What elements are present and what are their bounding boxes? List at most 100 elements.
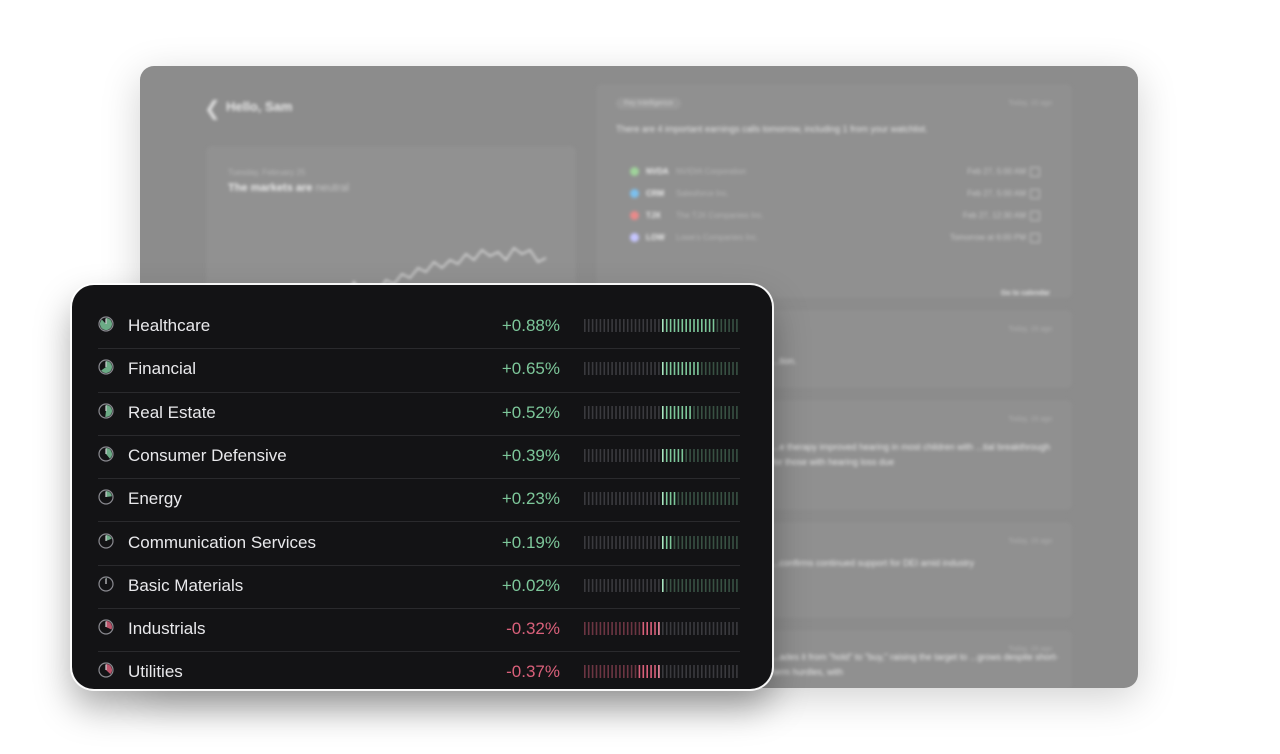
meter-tick <box>623 492 625 506</box>
meter-tick <box>615 535 617 549</box>
sector-performance-meter <box>584 665 738 679</box>
meter-tick <box>708 665 711 679</box>
meter-tick <box>712 448 715 462</box>
meter-tick <box>630 319 633 332</box>
meter-tick <box>697 405 699 419</box>
meter-tick <box>626 319 629 332</box>
meter-tick <box>685 622 687 636</box>
meter-tick <box>623 535 625 549</box>
earnings-row[interactable]: NVDA NVIDIA Corporation Feb 27, 5:00 AM <box>630 164 1040 186</box>
meter-tick <box>623 622 625 636</box>
meter-tick <box>736 535 738 549</box>
sector-gauge-icon <box>98 359 114 375</box>
meter-tick <box>662 319 664 332</box>
news-time: Today, 16 ago <box>1008 416 1052 423</box>
calendar-icon[interactable] <box>1030 233 1040 243</box>
meter-tick <box>599 492 602 506</box>
meter-tick <box>630 622 633 636</box>
meter-tick <box>584 448 586 462</box>
meter-tick <box>677 448 680 462</box>
meter-tick <box>716 492 719 506</box>
meter-tick <box>607 362 609 376</box>
sector-row[interactable]: Energy +0.23% <box>98 478 740 523</box>
meter-tick <box>685 492 687 506</box>
meter-tick <box>724 535 726 549</box>
calendar-icon[interactable] <box>1030 167 1040 177</box>
meter-tick <box>693 578 695 592</box>
meter-tick <box>665 622 668 636</box>
meter-tick <box>665 535 668 549</box>
sector-performance-meter <box>584 622 738 636</box>
meter-tick <box>665 362 668 376</box>
intelligence-summary: There are 4 important earnings calls tom… <box>616 124 928 134</box>
meter-tick <box>728 319 730 332</box>
meter-tick <box>685 535 687 549</box>
company-logo-icon <box>630 167 639 176</box>
meter-tick <box>611 665 613 679</box>
meter-tick <box>689 578 691 592</box>
meter-tick <box>634 362 637 376</box>
meter-tick <box>685 578 687 592</box>
meter-tick <box>599 405 602 419</box>
meter-tick <box>708 578 711 592</box>
sector-row[interactable]: Utilities -0.37% <box>98 651 740 689</box>
meter-tick <box>626 578 629 592</box>
meter-tick <box>689 535 691 549</box>
sector-row[interactable]: Communication Services +0.19% <box>98 522 740 566</box>
meter-tick <box>603 319 606 332</box>
news-time: Today, 16 ago <box>1008 326 1052 333</box>
meter-tick <box>611 405 613 419</box>
meter-tick <box>736 405 738 419</box>
sector-gauge-icon <box>98 619 114 635</box>
meter-tick <box>662 492 664 506</box>
sector-row[interactable]: Financial +0.65% <box>98 348 740 393</box>
calendar-icon[interactable] <box>1030 189 1040 199</box>
sector-row[interactable]: Industrials -0.32% <box>98 608 740 653</box>
sector-row[interactable]: Healthcare +0.88% <box>98 305 740 350</box>
calendar-icon[interactable] <box>1030 211 1040 221</box>
meter-tick <box>587 492 590 506</box>
meter-tick <box>673 578 676 592</box>
sector-row[interactable]: Consumer Defensive +0.39% <box>98 435 740 480</box>
meter-tick <box>584 665 586 679</box>
sector-change: +0.23% <box>501 489 560 509</box>
earnings-row[interactable]: CRM Salesforce Inc. Feb 27, 5:00 AM <box>630 186 1040 208</box>
earnings-row[interactable]: LOW Lowe's Companies Inc. Tomorrow at 6:00… <box>630 230 1040 252</box>
meter-tick <box>673 448 676 462</box>
sector-performance-card: Healthcare +0.88% Financial +0.65% Real Esta… <box>72 285 772 689</box>
meter-tick <box>665 448 668 462</box>
meter-tick <box>658 319 660 332</box>
meter-tick <box>599 535 602 549</box>
meter-tick <box>724 362 726 376</box>
go-to-calendar-link[interactable]: Go to calendar <box>1000 290 1050 297</box>
meter-tick <box>603 405 606 419</box>
meter-tick <box>658 622 660 636</box>
sector-gauge-icon <box>98 576 114 592</box>
meter-tick <box>607 622 609 636</box>
meter-tick <box>728 492 730 506</box>
meter-tick <box>689 362 691 376</box>
meter-tick <box>587 535 590 549</box>
sector-change: +0.02% <box>501 575 560 595</box>
earnings-ticker: NVDA <box>646 167 669 176</box>
meter-tick <box>654 362 656 376</box>
back-arrow-icon[interactable]: ❮ <box>204 96 221 120</box>
meter-tick <box>654 448 656 462</box>
sector-row[interactable]: Real Estate +0.52% <box>98 392 740 436</box>
meter-tick <box>681 405 684 419</box>
earnings-row[interactable]: TJX The TJX Companies Inc. Feb 27, 12:30 A… <box>630 208 1040 230</box>
meter-tick <box>595 492 598 506</box>
meter-tick <box>724 492 726 506</box>
meter-tick <box>677 665 680 679</box>
sector-change: -0.37% <box>506 662 560 682</box>
meter-tick <box>716 362 719 376</box>
meter-tick <box>712 319 715 332</box>
meter-tick <box>591 492 594 506</box>
meter-tick <box>732 665 734 679</box>
meter-tick <box>619 622 621 636</box>
meter-tick <box>646 665 648 679</box>
intelligence-card[interactable]: Fey Intelligence Today, 10 ago There are… <box>596 84 1072 298</box>
meter-tick <box>646 448 648 462</box>
meter-tick <box>669 405 672 419</box>
sector-row[interactable]: Basic Materials +0.02% <box>98 565 740 610</box>
